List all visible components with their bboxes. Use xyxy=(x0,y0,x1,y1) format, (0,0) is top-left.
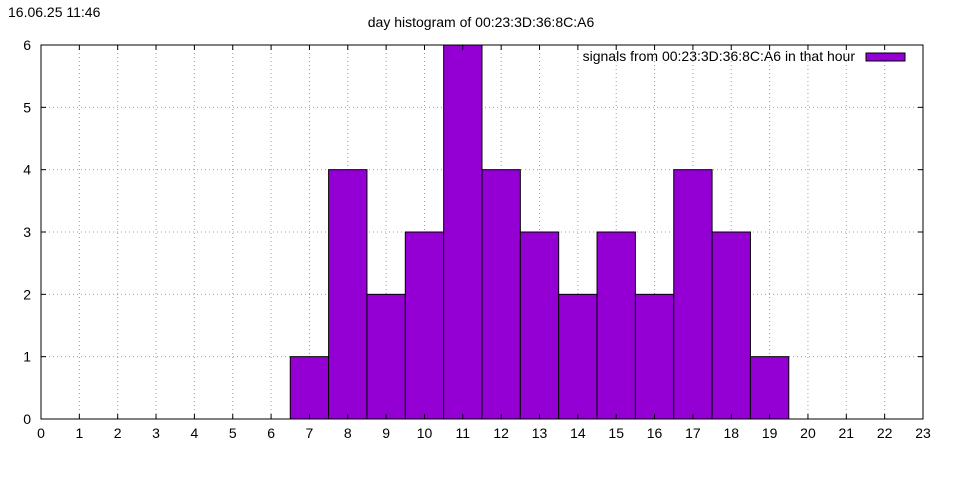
bar-hour-18 xyxy=(711,231,751,420)
bar-hour-8 xyxy=(328,169,368,420)
legend-label: signals from 00:23:3D:36:8C:A6 in that h… xyxy=(583,48,856,64)
chart-title: day histogram of 00:23:3D:36:8C:A6 xyxy=(368,14,595,30)
bar-hour-12 xyxy=(481,169,521,420)
x-tick-label: 15 xyxy=(608,425,624,441)
legend: signals from 00:23:3D:36:8C:A6 in that h… xyxy=(583,48,906,64)
legend-swatch xyxy=(865,52,906,62)
y-tick-label: 6 xyxy=(23,37,31,53)
bar-hour-17 xyxy=(673,169,713,420)
x-tick-label: 1 xyxy=(75,425,83,441)
x-tick-label: 9 xyxy=(382,425,390,441)
axis-ticks: 0 1 2 3 4 5 6 7 8 9 10 11 12 13 14 15 16 17 18 19 20 21 22 2301… xyxy=(23,37,931,441)
x-tick-label: 20 xyxy=(800,425,816,441)
x-tick-label: 23 xyxy=(915,425,931,441)
bar-hour-16 xyxy=(634,293,675,420)
x-tick-label: 10 xyxy=(417,425,433,441)
bar-hour-10 xyxy=(404,231,445,420)
x-tick-label: 3 xyxy=(152,425,160,441)
bar-hour-9 xyxy=(366,293,406,420)
x-tick-label: 11 xyxy=(456,425,471,441)
bar-hour-15 xyxy=(596,231,636,420)
y-tick-label: 1 xyxy=(23,349,31,365)
x-tick-label: 19 xyxy=(762,425,778,441)
x-tick-label: 18 xyxy=(723,425,739,441)
x-tick-label: 16 xyxy=(647,425,663,441)
x-tick-label: 14 xyxy=(570,425,586,441)
x-tick-label: 22 xyxy=(877,425,893,441)
bar-hour-7 xyxy=(289,356,330,420)
y-tick-label: 4 xyxy=(23,162,31,178)
x-tick-label: 0 xyxy=(37,425,45,441)
x-tick-label: 2 xyxy=(114,425,122,441)
timestamp: 16.06.25 11:46 xyxy=(8,4,101,20)
x-tick-label: 4 xyxy=(190,425,198,441)
bar-hour-13 xyxy=(519,231,560,420)
bar-hour-11 xyxy=(443,44,483,420)
x-tick-label: 12 xyxy=(493,425,509,441)
x-tick-label: 5 xyxy=(229,425,237,441)
y-tick-label: 5 xyxy=(23,99,31,115)
x-tick-label: 21 xyxy=(839,425,855,441)
x-tick-label: 8 xyxy=(344,425,352,441)
x-tick-label: 6 xyxy=(267,425,275,441)
y-tick-label: 3 xyxy=(23,224,31,240)
x-tick-label: 17 xyxy=(685,425,701,441)
x-tick-label: 13 xyxy=(532,425,548,441)
y-tick-label: 2 xyxy=(23,286,31,302)
x-tick-label: 7 xyxy=(306,425,314,441)
bar-hour-19 xyxy=(749,356,790,420)
y-tick-label: 0 xyxy=(23,411,31,427)
bars xyxy=(289,44,790,420)
bar-hour-14 xyxy=(558,293,598,420)
